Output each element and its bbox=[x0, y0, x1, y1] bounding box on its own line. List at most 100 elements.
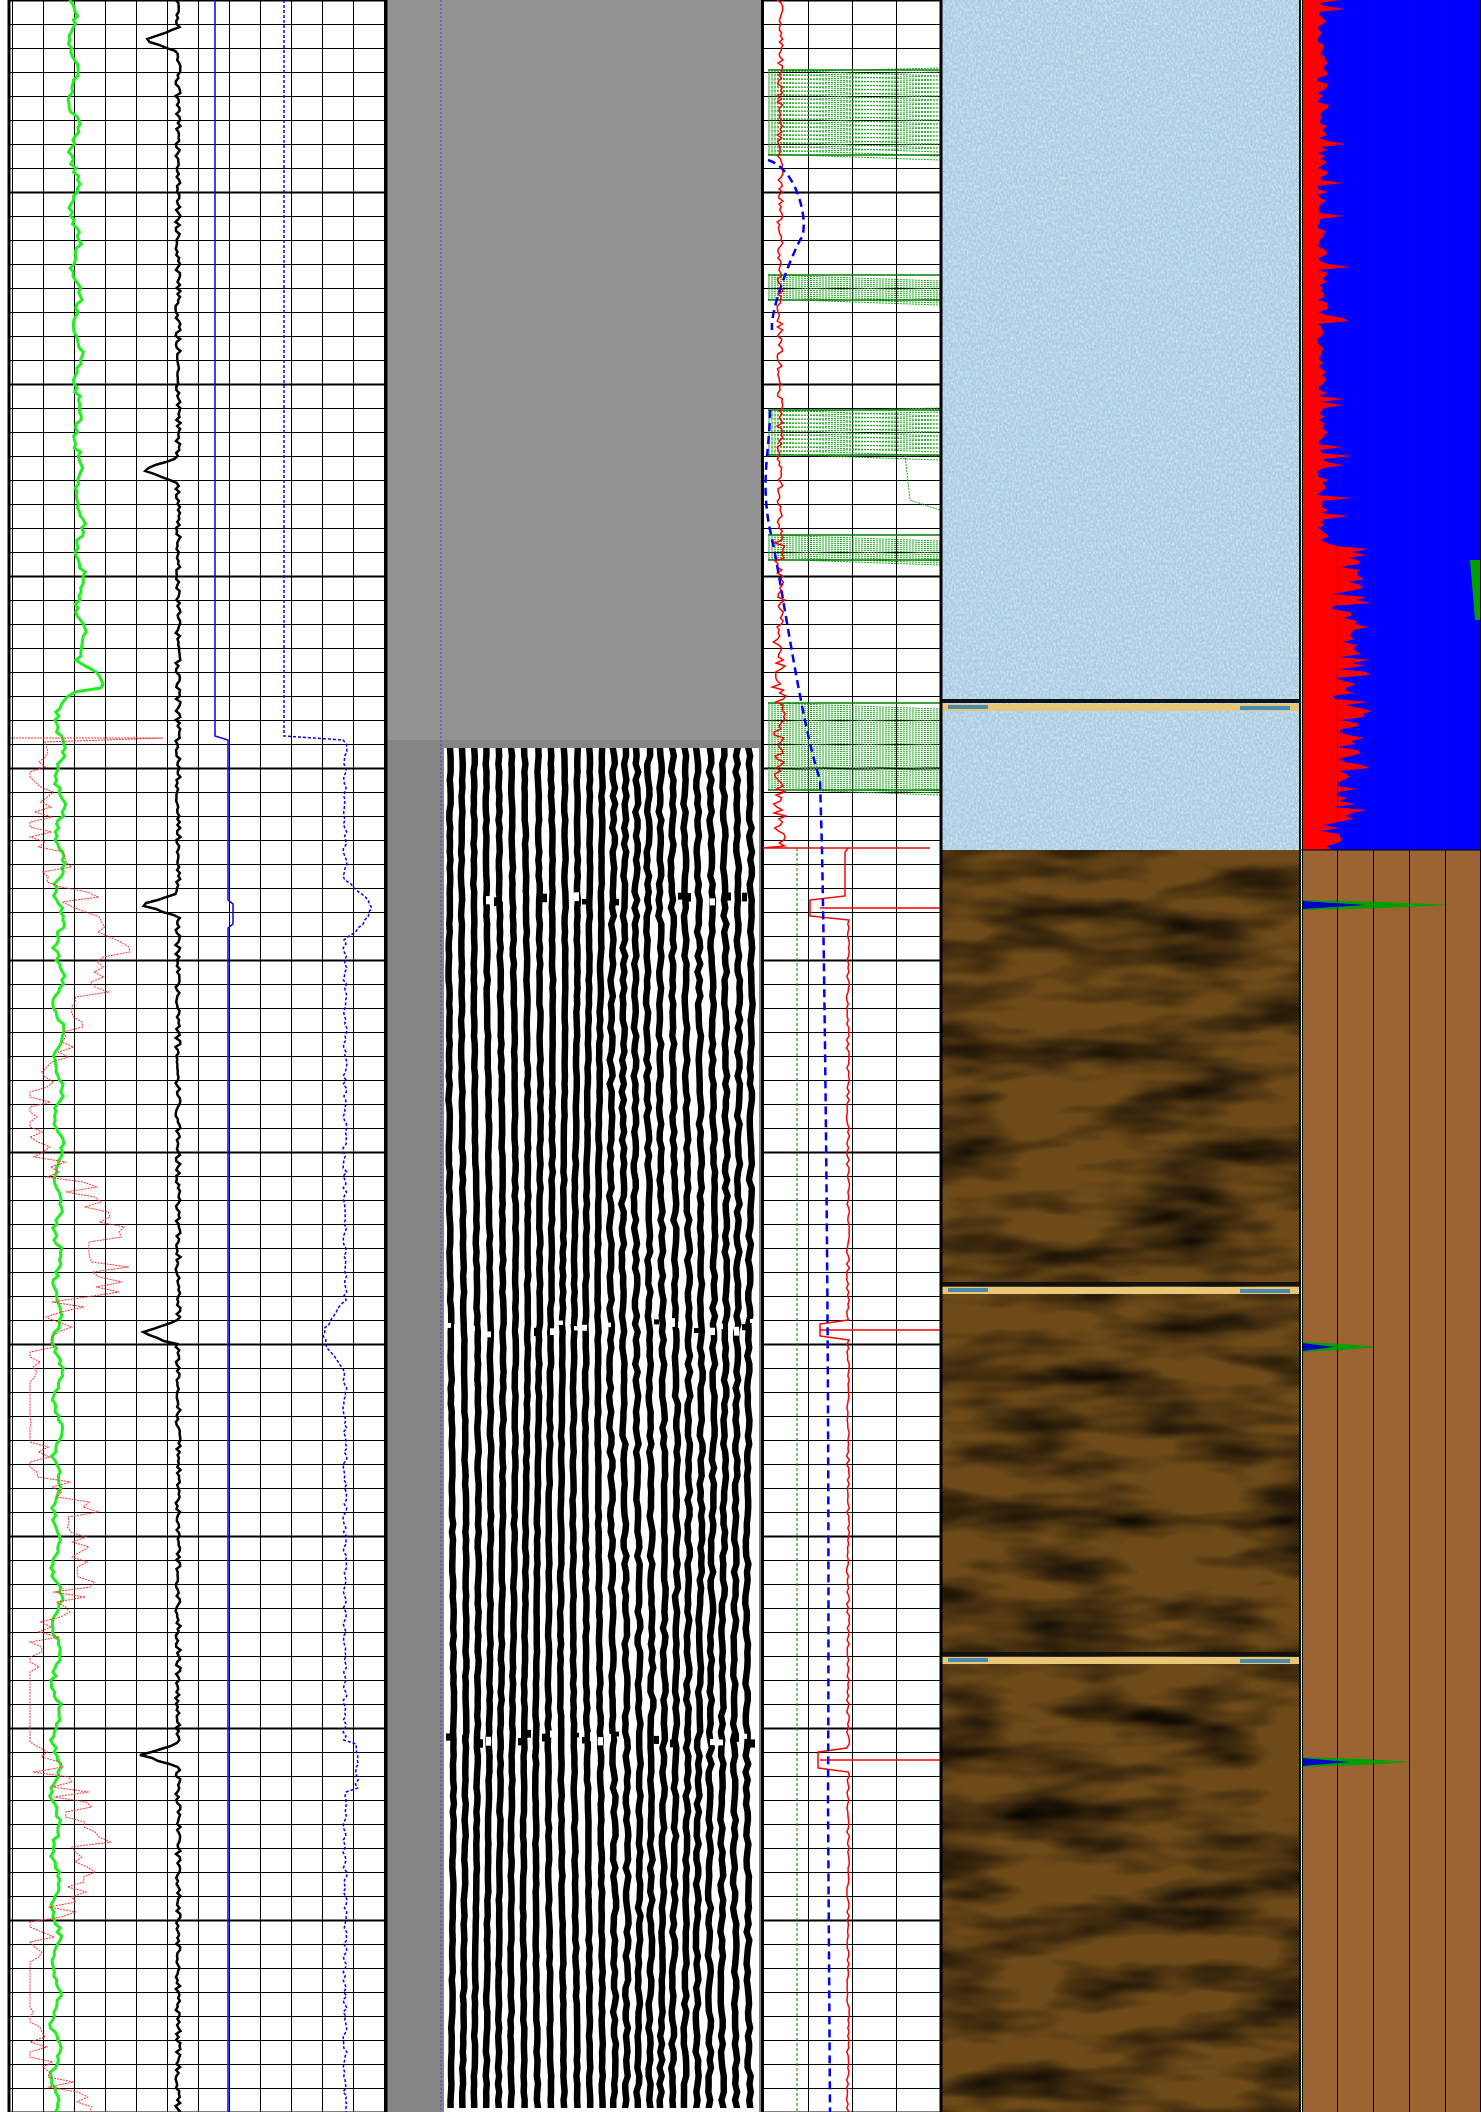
histogram-blue-spike bbox=[1302, 1758, 1350, 1766]
image-fracture-events bbox=[942, 699, 1300, 1664]
green-hatch bbox=[767, 439, 941, 445]
waveform-stripe bbox=[507, 748, 520, 2108]
waveform-disruption bbox=[654, 1319, 659, 1325]
green-hatch bbox=[767, 423, 941, 429]
green-hatch bbox=[767, 284, 941, 292]
waveform-disruption bbox=[678, 892, 683, 900]
green-hatch bbox=[767, 740, 941, 748]
curve-red-dotted bbox=[10, 737, 164, 2112]
waveform-disruption bbox=[750, 1318, 755, 1324]
green-hatch bbox=[767, 91, 941, 97]
fracture-bright-band bbox=[942, 1657, 1300, 1664]
green-hatch bbox=[767, 111, 941, 117]
fracture-blue-patch bbox=[1240, 1289, 1290, 1293]
waveform-disruption bbox=[582, 1736, 587, 1744]
histogram-blue-spike bbox=[1302, 901, 1366, 909]
green-hatch bbox=[767, 722, 941, 730]
green-hatch bbox=[767, 290, 941, 298]
green-hatch bbox=[767, 292, 941, 300]
waveform-stripe bbox=[594, 748, 607, 2108]
green-hatch bbox=[767, 720, 941, 728]
waveform-disruption bbox=[742, 1733, 747, 1739]
green-hatch bbox=[767, 716, 941, 724]
waveform-disruption bbox=[550, 1730, 555, 1738]
waveform-disruption bbox=[486, 1736, 491, 1746]
green-hatch bbox=[767, 131, 941, 137]
waveform-stripe bbox=[569, 748, 582, 2108]
track-3 bbox=[762, 0, 941, 2112]
green-hatch bbox=[767, 282, 941, 290]
green-hatch bbox=[767, 760, 941, 768]
histogram-green-spike bbox=[1302, 900, 1452, 910]
green-hatch bbox=[767, 710, 941, 718]
green-hatch bbox=[767, 770, 941, 778]
waveform-stripe bbox=[581, 748, 594, 2108]
waveform-disruption bbox=[718, 1323, 723, 1330]
green-hatch bbox=[767, 419, 941, 425]
green-hatch bbox=[767, 754, 941, 762]
green-hatch bbox=[767, 542, 941, 550]
waveform-disruption bbox=[446, 1322, 451, 1328]
green-hatch bbox=[767, 288, 941, 296]
green-hatch bbox=[767, 538, 941, 546]
waveform-disruption bbox=[510, 1730, 515, 1737]
green-hatch bbox=[767, 544, 941, 552]
curve-blue bbox=[214, 0, 234, 2112]
green-hatch bbox=[767, 294, 941, 302]
green-hatch bbox=[767, 103, 941, 109]
green-hatch bbox=[767, 75, 941, 81]
curve-blue-dashed bbox=[283, 0, 373, 2112]
green-hatch bbox=[767, 546, 941, 554]
green-hatch bbox=[767, 702, 941, 710]
fracture-dark-band bbox=[942, 1282, 1300, 1286]
waveform-stripe bbox=[544, 748, 557, 2108]
waveform-disruption bbox=[582, 1324, 587, 1331]
green-hatch bbox=[767, 540, 941, 548]
waveform-disruption bbox=[686, 1729, 691, 1739]
waveform-stripe bbox=[704, 748, 719, 2108]
waveform-stripe bbox=[494, 748, 507, 2108]
waveform-disruption bbox=[574, 892, 579, 902]
green-hatch bbox=[767, 127, 941, 133]
waveform-disruption bbox=[622, 896, 627, 903]
waveform-stripe bbox=[445, 748, 458, 2108]
green-hatch bbox=[767, 107, 941, 113]
green-hatch bbox=[767, 744, 941, 752]
waveform-disruption bbox=[646, 898, 651, 903]
waveform-disruption bbox=[518, 1737, 523, 1746]
green-hatch bbox=[767, 554, 941, 562]
green-hatch bbox=[767, 274, 941, 282]
waveform-disruption bbox=[534, 1327, 539, 1337]
waveform-stripe bbox=[717, 748, 731, 2108]
waveform-stripe bbox=[642, 748, 657, 2108]
curve-black bbox=[139, 0, 183, 2112]
waveform-disruption bbox=[486, 896, 491, 905]
waveform-disruption bbox=[574, 1732, 579, 1738]
green-hatch bbox=[767, 734, 941, 742]
fracture-blue-patch bbox=[1240, 1659, 1290, 1663]
waveform-disruption bbox=[710, 1738, 715, 1746]
curve-red bbox=[762, 0, 930, 2112]
green-hatch bbox=[767, 714, 941, 722]
waveform-disruption bbox=[598, 898, 603, 907]
green-hatch bbox=[767, 786, 941, 794]
waveform-disruption bbox=[542, 893, 547, 903]
histogram-blue-spike bbox=[1302, 1343, 1334, 1351]
fracture-dark-band bbox=[942, 699, 1300, 703]
green-hatch bbox=[767, 99, 941, 105]
green-hatch bbox=[767, 435, 941, 441]
green-hatch bbox=[767, 746, 941, 754]
green-hatch bbox=[767, 83, 941, 89]
histogram-green-spike bbox=[1302, 1342, 1377, 1352]
green-dotted-segment bbox=[904, 454, 941, 511]
waveform-stripe bbox=[655, 748, 669, 2108]
green-hatch bbox=[767, 764, 941, 772]
waveform-stripe bbox=[457, 748, 470, 2108]
waveform-disruption bbox=[710, 1327, 715, 1336]
waveform-disruption bbox=[486, 1331, 491, 1338]
waveform-disruption bbox=[726, 892, 731, 901]
green-hatch bbox=[767, 147, 941, 153]
green-hatch bbox=[767, 750, 941, 758]
green-hatch bbox=[767, 748, 941, 756]
